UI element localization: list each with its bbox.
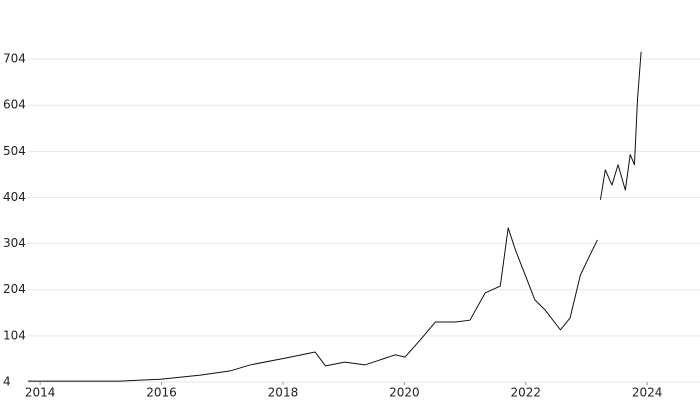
x-tick-label: 2022 [511, 386, 542, 400]
y-tick-label: 604 [3, 98, 26, 112]
x-tick-label: 2020 [389, 386, 420, 400]
y-tick-label: 504 [3, 144, 26, 158]
x-tick-label: 2016 [146, 386, 177, 400]
y-tick-label: 304 [3, 236, 26, 250]
y-tick-label: 404 [3, 190, 26, 204]
y-tick-label: 4 [3, 375, 11, 389]
price-line [28, 51, 642, 382]
y-tick-label: 104 [3, 328, 26, 342]
y-tick-label: 704 [3, 52, 26, 66]
y-tick-label: 204 [3, 282, 26, 296]
x-tick-label: 2024 [632, 386, 663, 400]
x-tick-label: 2014 [25, 386, 56, 400]
x-tick-label: 2018 [268, 386, 299, 400]
